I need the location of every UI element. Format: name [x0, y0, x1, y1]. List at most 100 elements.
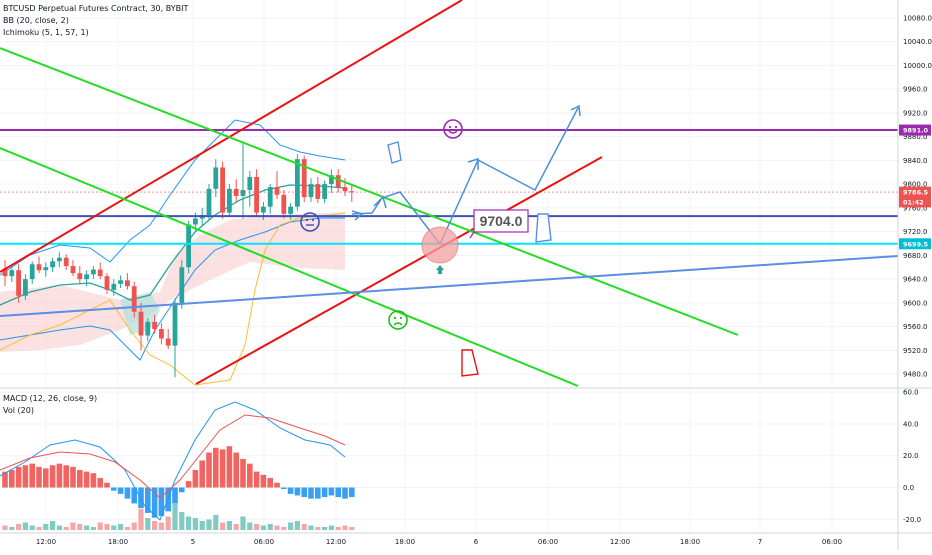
macd-histogram-bar [219, 449, 226, 488]
macd-histogram-bar [124, 487, 131, 499]
volume-bar [104, 524, 110, 530]
price-badge-label: 9786.5 [903, 189, 929, 197]
volume-bar [84, 525, 90, 530]
time-tick-label: 12:00 [326, 538, 346, 546]
time-tick-label: 06:00 [538, 538, 558, 546]
volume-bar [29, 525, 35, 530]
green-channel-upper [0, 47, 739, 336]
volume-bar [247, 522, 253, 530]
candle-body [281, 194, 287, 214]
candle-body [322, 184, 327, 199]
price-badge-label: 9699.5 [903, 240, 929, 248]
volume-bar [260, 525, 266, 530]
macd-histogram-bar [9, 470, 15, 488]
price-tick-label: 9640.0 [903, 276, 928, 284]
candle-body [36, 264, 42, 271]
volume-bar [186, 516, 192, 530]
volume-bar [213, 515, 219, 530]
time-tick-label: 7 [758, 538, 762, 546]
macd-histogram-bar [158, 487, 165, 517]
macd-histogram-bar [301, 487, 307, 498]
candle-body [97, 269, 103, 277]
macd-tick-label: 40.0 [903, 420, 919, 428]
price-tick-label: 9520.0 [903, 347, 928, 355]
macd-histogram-bar [308, 487, 314, 499]
candle-body [213, 167, 219, 189]
candle-body [118, 280, 123, 284]
macd-histogram-bar [281, 487, 287, 490]
macd-histogram-bar [226, 446, 233, 488]
volume-bar [281, 527, 287, 530]
time-tick-label: 18:00 [108, 538, 128, 546]
volume-bar [9, 527, 15, 530]
hand-pointer-icon [535, 213, 552, 243]
time-tick-label: 5 [191, 538, 195, 546]
ichimoku-lagging-span [0, 212, 346, 386]
candle-body [315, 184, 321, 199]
volume-bar [165, 516, 171, 530]
candle-body [308, 184, 314, 198]
macd-histogram-bar [70, 466, 76, 488]
price-tick-label: 9920.0 [903, 109, 928, 117]
volume-bar [138, 509, 144, 530]
candle-body [63, 257, 69, 267]
volume-bar [145, 518, 151, 530]
candle-body [349, 191, 355, 193]
macd-histogram-bar [233, 452, 239, 488]
candle-body [152, 321, 157, 329]
candle-body [43, 267, 49, 271]
macd-histogram-bar [22, 465, 29, 488]
candle-body [131, 286, 137, 312]
macd-histogram-bar [90, 473, 97, 488]
macd-histogram-bar [240, 458, 246, 488]
volume-bar [199, 521, 205, 530]
sad-face-icon-mouth [393, 322, 403, 326]
macd-tick-label: 0.0 [903, 484, 914, 492]
sad-face-icon [388, 310, 408, 330]
volume-bar [220, 522, 226, 530]
hand-pointer-icon [461, 349, 479, 377]
candle-body [247, 176, 253, 191]
macd-histogram-bar [36, 466, 42, 488]
macd-histogram-bar [63, 465, 69, 488]
candle-body [125, 280, 130, 287]
macd-histogram-bar [328, 487, 335, 496]
projected-arrowhead [570, 104, 581, 117]
bollinger-lower-band [0, 217, 345, 361]
macd-histogram-bar [192, 470, 199, 488]
volume-bar [206, 519, 212, 530]
macd-histogram-bar [287, 487, 294, 494]
macd-histogram-bar [213, 447, 219, 488]
candle-body [288, 206, 293, 214]
macd-histogram-bar [151, 487, 158, 518]
price-tick-label: 9480.0 [903, 371, 928, 379]
volume-bar [70, 522, 76, 530]
price-annotation-label: 9704.0 [480, 213, 523, 229]
macd-histogram-bar [342, 487, 348, 499]
price-tick-label: 9560.0 [903, 323, 928, 331]
ichimoku-cloud [0, 212, 345, 352]
price-tick-label: 9880.0 [903, 133, 928, 141]
candle-body [261, 206, 266, 213]
candle-body [16, 270, 21, 296]
volume-bar [179, 512, 185, 530]
green-channel-lower [0, 147, 579, 387]
macd-histogram-bar [335, 487, 341, 498]
candle-body [329, 175, 334, 185]
candle-body [342, 187, 348, 192]
price-badge [899, 124, 931, 136]
macd-histogram-bar [274, 482, 280, 488]
volume-bar [77, 524, 83, 530]
volume-bar [16, 524, 22, 530]
candle-body [301, 159, 307, 198]
volume-bar [158, 522, 164, 530]
up-arrow-marker [436, 265, 444, 274]
neutral-face-icon-eye [311, 218, 315, 222]
candle-body [138, 311, 144, 336]
ichimoku-indicator-label: Ichimoku (5, 1, 57, 1) [3, 28, 89, 37]
red-channel-lower [195, 156, 603, 385]
candle-body [159, 328, 164, 339]
time-tick-label: 12:00 [36, 538, 56, 546]
candle-body [50, 261, 55, 268]
